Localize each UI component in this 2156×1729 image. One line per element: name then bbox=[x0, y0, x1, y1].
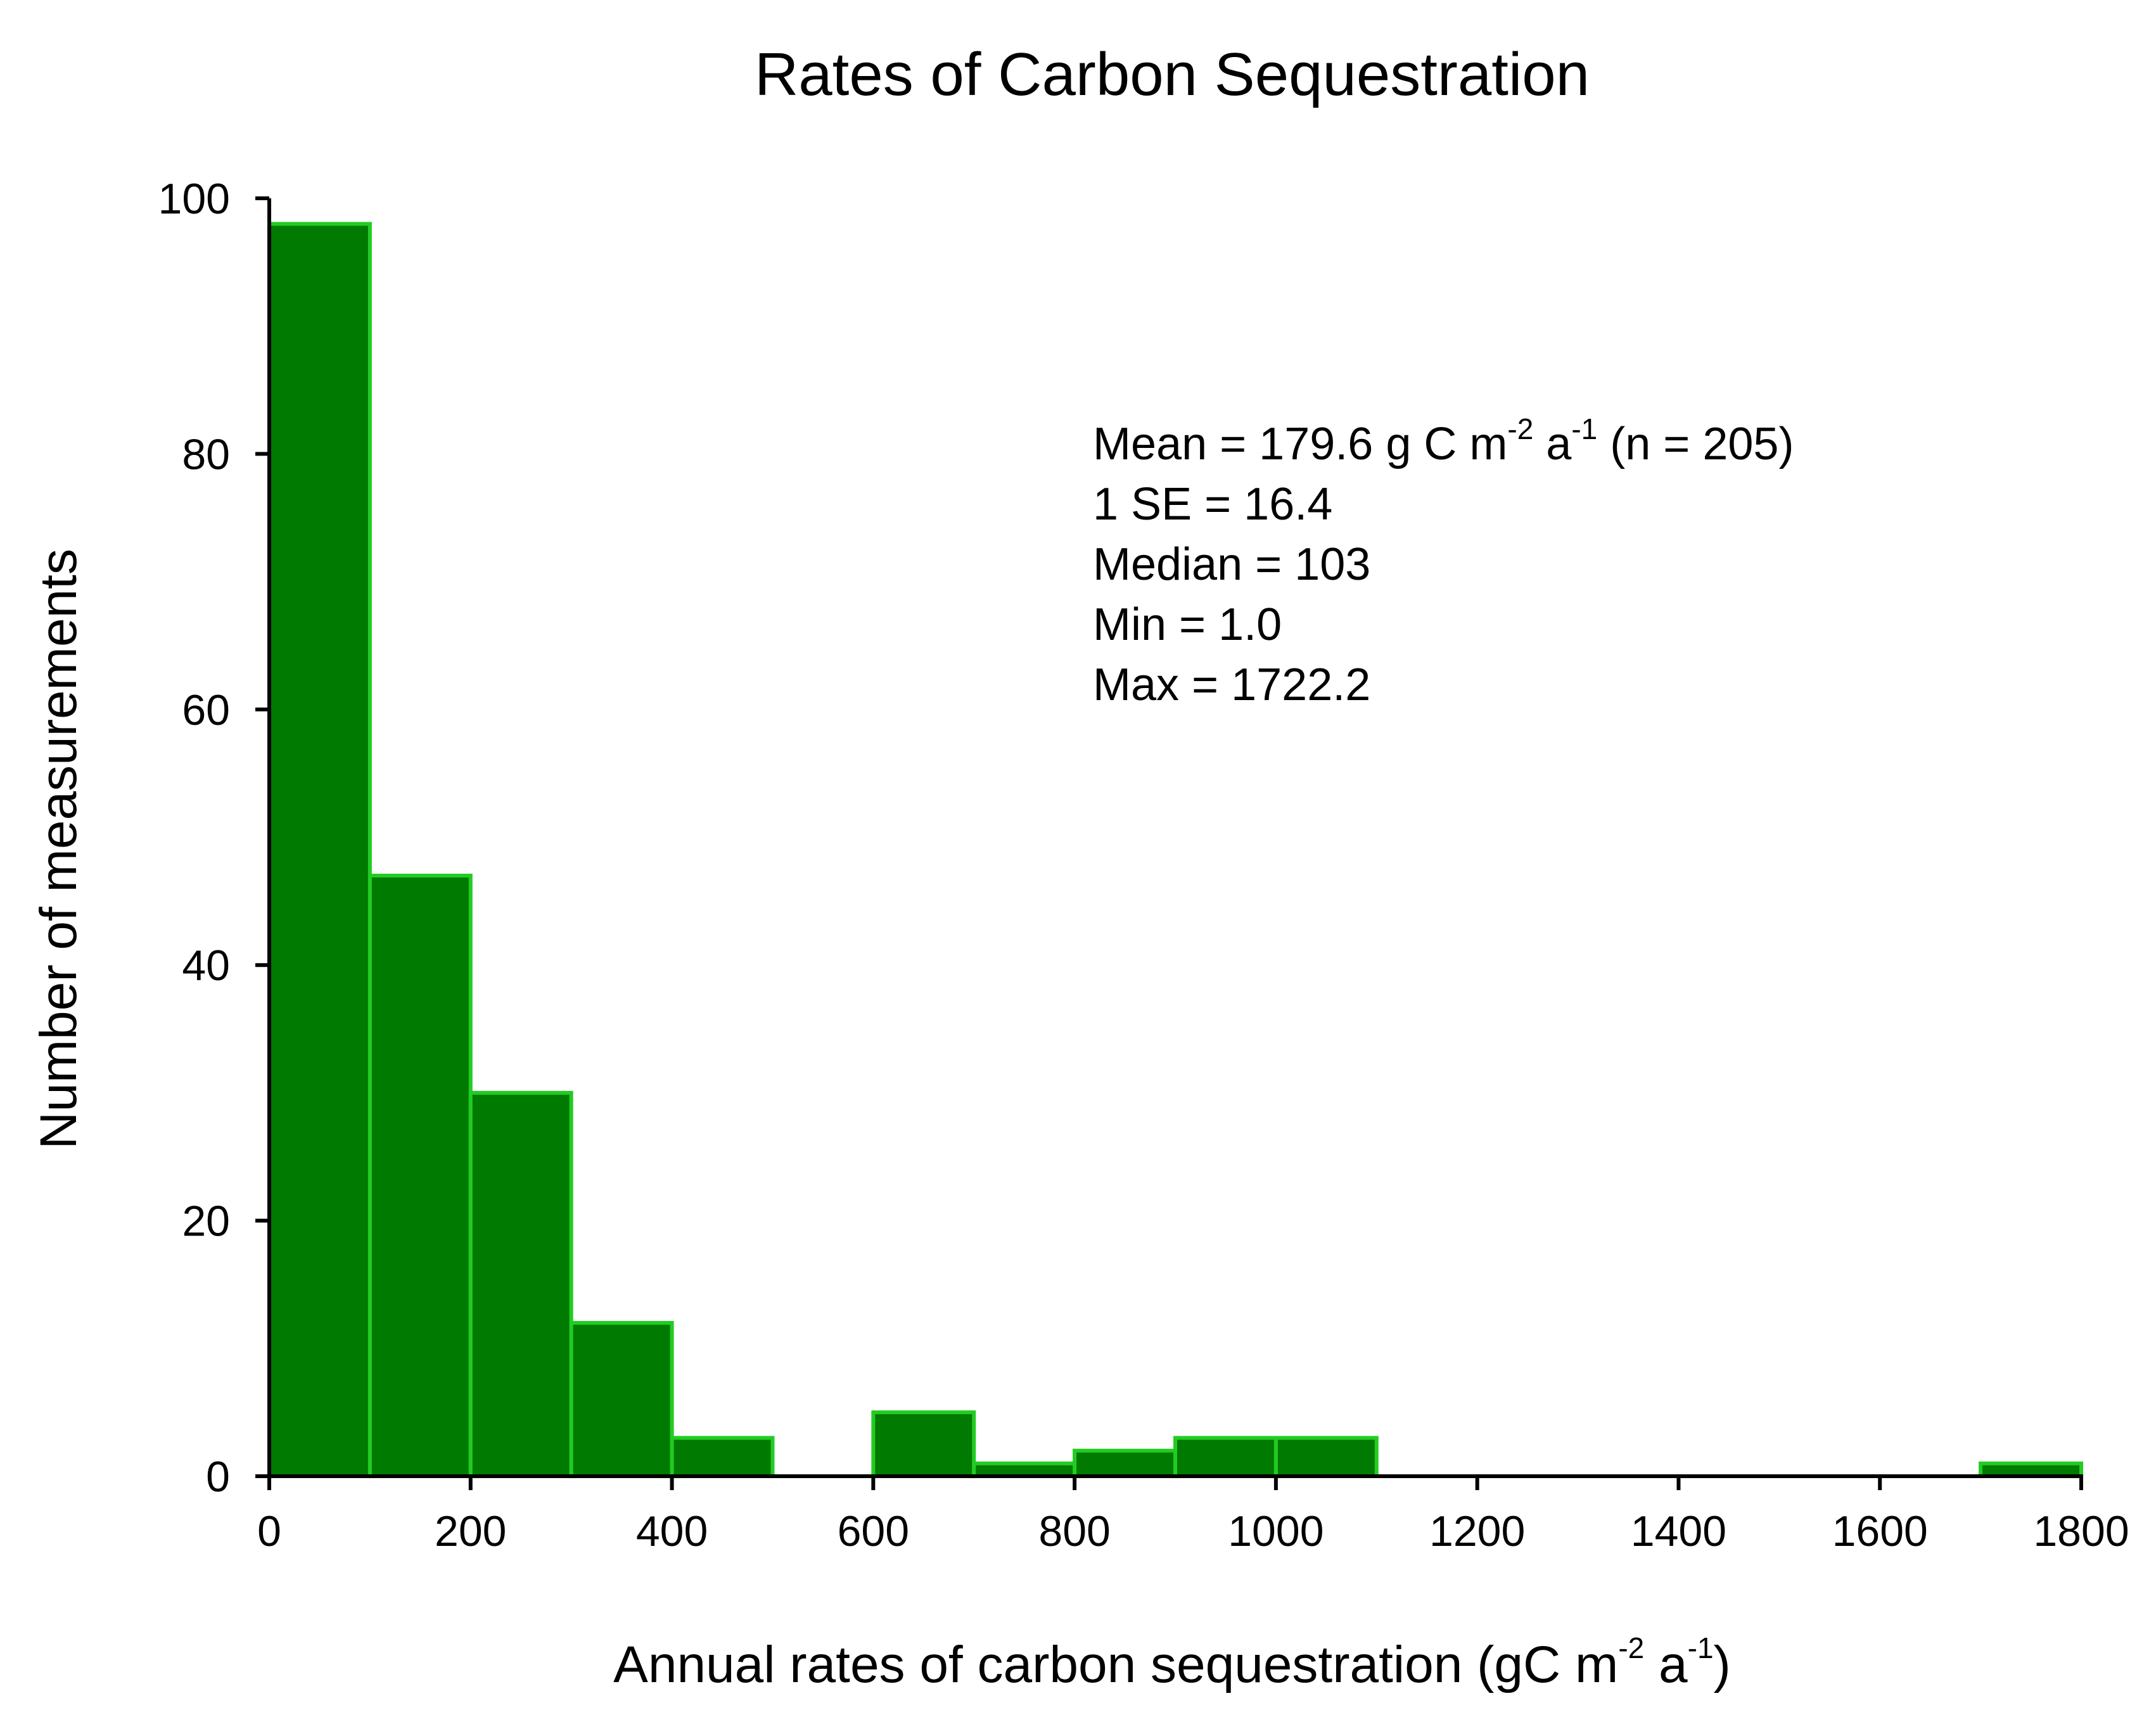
histogram-bar-200-300 bbox=[468, 1090, 573, 1478]
y-axis-title: Number of measurements bbox=[30, 549, 87, 1149]
y-tick-label-60: 60 bbox=[182, 686, 230, 734]
y-tick-label-100: 100 bbox=[158, 175, 230, 223]
y-tick-label-40: 40 bbox=[182, 941, 230, 990]
stats-annotation: Mean = 179.6 g C m-2 a-1 (n = 205) 1 SE … bbox=[1093, 412, 1794, 710]
histogram-bar-700-800 bbox=[972, 1461, 1077, 1479]
annotation-mean-post: (n = 205) bbox=[1597, 419, 1794, 469]
x-axis-title-sup2: -1 bbox=[1688, 1631, 1714, 1664]
histogram-bar-600-700 bbox=[871, 1410, 976, 1478]
histogram-bar-1000-1100 bbox=[1273, 1436, 1379, 1478]
chart-title: Rates of Carbon Sequestration bbox=[755, 41, 1590, 108]
x-axis-title-mid: a bbox=[1644, 1636, 1688, 1694]
annotation-mean: Mean = 179.6 g C m-2 a-1 (n = 205) bbox=[1093, 412, 1794, 469]
annotation-mean-pre: Mean = 179.6 g C m bbox=[1093, 419, 1507, 469]
annotation-mean-sup2: -1 bbox=[1571, 412, 1597, 445]
y-tick-label-0: 0 bbox=[206, 1453, 230, 1501]
annotation-median: Median = 103 bbox=[1093, 539, 1370, 590]
annotation-min: Min = 1.0 bbox=[1093, 599, 1282, 650]
x-tick-label-1200: 1200 bbox=[1429, 1507, 1525, 1555]
x-tick-label-400: 400 bbox=[636, 1507, 708, 1555]
x-axis-title-main: Annual rates of carbon sequestration (gC… bbox=[613, 1636, 1618, 1694]
x-tick-label-0: 0 bbox=[257, 1507, 281, 1555]
x-tick-label-1800: 1800 bbox=[2033, 1507, 2129, 1555]
annotation-max: Max = 1722.2 bbox=[1093, 660, 1370, 710]
y-tick-label-80: 80 bbox=[182, 430, 230, 478]
histogram-bar-800-900 bbox=[1073, 1448, 1177, 1478]
annotation-se: 1 SE = 16.4 bbox=[1093, 479, 1332, 530]
histogram-bar-900-1000 bbox=[1173, 1436, 1278, 1478]
x-tick-label-800: 800 bbox=[1038, 1507, 1110, 1555]
bars-group bbox=[267, 222, 2083, 1479]
x-tick-label-200: 200 bbox=[435, 1507, 506, 1555]
y-ticks-group: 0 20 40 60 80 100 bbox=[158, 175, 269, 1501]
annotation-mean-sup1: -2 bbox=[1507, 412, 1533, 445]
x-tick-label-1600: 1600 bbox=[1832, 1507, 1928, 1555]
x-ticks-group: 0 200 400 600 800 1000 1200 1400 1600 1800 bbox=[257, 1476, 2129, 1555]
histogram-bar-0-100 bbox=[267, 222, 372, 1479]
x-axis-title: Annual rates of carbon sequestration (gC… bbox=[613, 1631, 1731, 1694]
annotation-mean-mid: a bbox=[1533, 419, 1572, 469]
x-tick-label-1400: 1400 bbox=[1631, 1507, 1726, 1555]
x-tick-label-600: 600 bbox=[838, 1507, 909, 1555]
x-axis-title-sup1: -2 bbox=[1618, 1631, 1644, 1664]
histogram-bar-300-400 bbox=[569, 1320, 674, 1478]
y-tick-label-20: 20 bbox=[182, 1197, 230, 1246]
histogram-bar-1700-1800 bbox=[1979, 1461, 2083, 1479]
x-axis-title-end: ) bbox=[1714, 1636, 1731, 1694]
x-tick-label-1000: 1000 bbox=[1228, 1507, 1324, 1555]
histogram-bar-100-200 bbox=[367, 874, 473, 1478]
histogram-bar-400-500 bbox=[670, 1436, 775, 1478]
